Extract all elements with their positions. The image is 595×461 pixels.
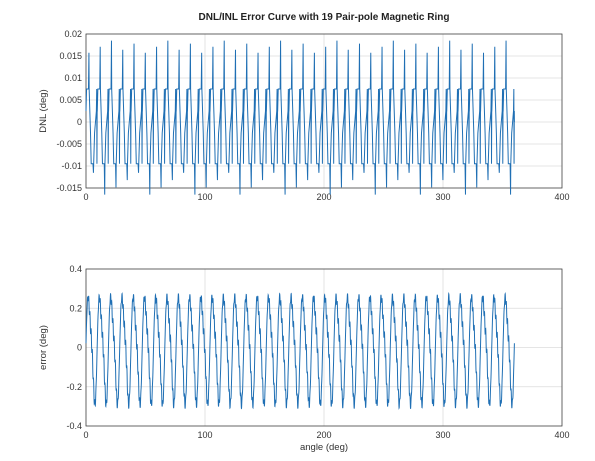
x-tick-label: 300 [435, 192, 450, 202]
plot-frame [85, 268, 563, 427]
x-tick-label: 400 [554, 430, 569, 440]
x-tick-label: 300 [435, 430, 450, 440]
x-tick-label: 400 [554, 192, 569, 202]
y-tick-label: -0.01 [61, 161, 82, 171]
y-tick-label: 0.2 [69, 303, 82, 313]
y-tick-label: -0.015 [56, 183, 82, 193]
y-tick-label: -0.2 [66, 382, 82, 392]
dnl-series-line [85, 40, 515, 195]
x-tick-label: 200 [316, 192, 331, 202]
error-series-line [85, 291, 515, 410]
y-tick-label: 0.015 [59, 51, 82, 61]
y-axis-label: DNL (deg) [38, 89, 49, 132]
y-axis-label: error (deg) [38, 325, 49, 370]
y-tick-label: -0.4 [66, 421, 82, 431]
x-tick-label: 100 [197, 430, 212, 440]
y-tick-label: 0.02 [64, 29, 82, 39]
y-tick-label: 0.01 [64, 73, 82, 83]
x-tick-label: 100 [197, 192, 212, 202]
x-axis-label: angle (deg) [300, 442, 348, 453]
x-tick-label: 0 [83, 430, 88, 440]
y-tick-label: 0.005 [59, 95, 82, 105]
y-tick-label: -0.005 [56, 139, 82, 149]
y-tick-label: 0.4 [69, 264, 82, 274]
y-tick-label: 0 [77, 117, 82, 127]
x-tick-label: 200 [316, 430, 331, 440]
x-tick-label: 0 [83, 192, 88, 202]
y-tick-label: 0 [77, 343, 82, 353]
chart-title: DNL/INL Error Curve with 19 Pair-pole Ma… [199, 12, 450, 23]
